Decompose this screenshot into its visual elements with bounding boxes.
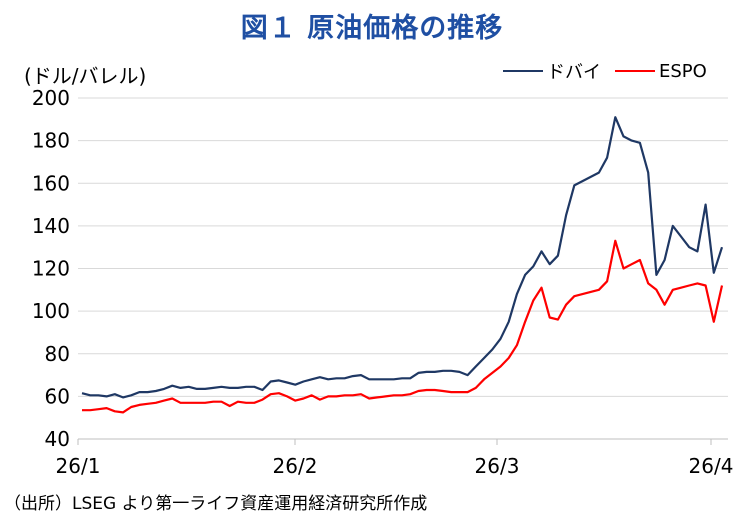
- y-tick-label: 160: [32, 171, 70, 195]
- x-tick-label: 26/2: [273, 454, 318, 478]
- legend-item-espo: ESPO: [615, 61, 707, 82]
- y-tick-label: 140: [32, 214, 70, 238]
- legend-item-dubai: ドバイ: [503, 58, 601, 84]
- x-tick-label: 26/1: [56, 454, 101, 478]
- legend-swatch-dubai: [503, 69, 543, 73]
- y-tick-label: 180: [32, 129, 70, 153]
- y-tick-label: 200: [32, 86, 70, 110]
- y-tick-label: 40: [45, 427, 70, 451]
- chart-title: 図１ 原油価格の推移: [240, 13, 504, 44]
- x-tick-label: 26/3: [475, 454, 520, 478]
- y-tick-label: 120: [32, 257, 70, 281]
- legend-label-espo: ESPO: [659, 60, 707, 82]
- source-note: （出所）LSEG より第一ライフ資産運用経済研究所作成: [4, 494, 428, 514]
- x-tick-label: 26/4: [689, 454, 734, 478]
- legend-swatch-espo: [615, 69, 655, 73]
- legend-label-dubai: ドバイ: [547, 62, 601, 83]
- series-line-espo: [82, 239, 724, 414]
- series-line-dubai: [81, 116, 724, 399]
- y-tick-label: 80: [45, 342, 70, 366]
- y-axis-unit-label: (ドル/バレル): [24, 64, 147, 88]
- y-tick-label: 100: [32, 299, 70, 323]
- y-tick-label: 60: [45, 384, 70, 408]
- legend: ドバイ ESPO: [503, 58, 721, 84]
